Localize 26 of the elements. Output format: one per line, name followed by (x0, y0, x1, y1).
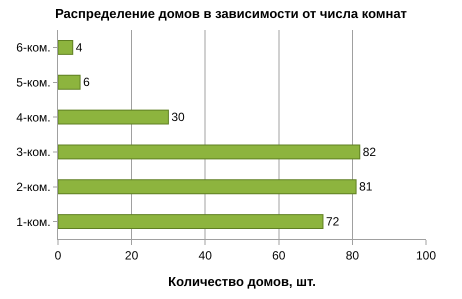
data-label: 4 (76, 40, 83, 54)
chart-title: Распределение домов в зависимости от числа комнат (55, 6, 407, 22)
y-tick-label: 6-ком. (16, 40, 51, 55)
data-label: 82 (362, 144, 376, 159)
x-tick-label: 40 (198, 248, 212, 262)
y-tick-label: 4-ком. (16, 110, 51, 124)
x-tick-label: 20 (124, 248, 139, 262)
bar (58, 40, 74, 55)
bar (58, 144, 360, 160)
data-label: 6 (83, 75, 90, 90)
data-label: 81 (359, 180, 373, 194)
bar (58, 110, 169, 125)
y-tick-label: 2-ком. (16, 180, 51, 194)
bar (58, 214, 324, 230)
bar (58, 74, 81, 90)
y-tick-label: 5-ком. (16, 75, 51, 90)
bar (58, 179, 357, 194)
x-tick-label: 60 (272, 248, 286, 262)
y-tick-label: 1-ком. (16, 214, 51, 229)
x-tick-label: 0 (54, 248, 62, 262)
data-label: 72 (326, 214, 340, 229)
x-tick-label: 100 (416, 248, 436, 262)
y-tick-label: 3-ком. (16, 145, 51, 160)
x-tick-label: 80 (346, 248, 360, 262)
x-axis-title: Количество домов, шт. (168, 274, 316, 289)
data-label: 30 (171, 110, 186, 124)
